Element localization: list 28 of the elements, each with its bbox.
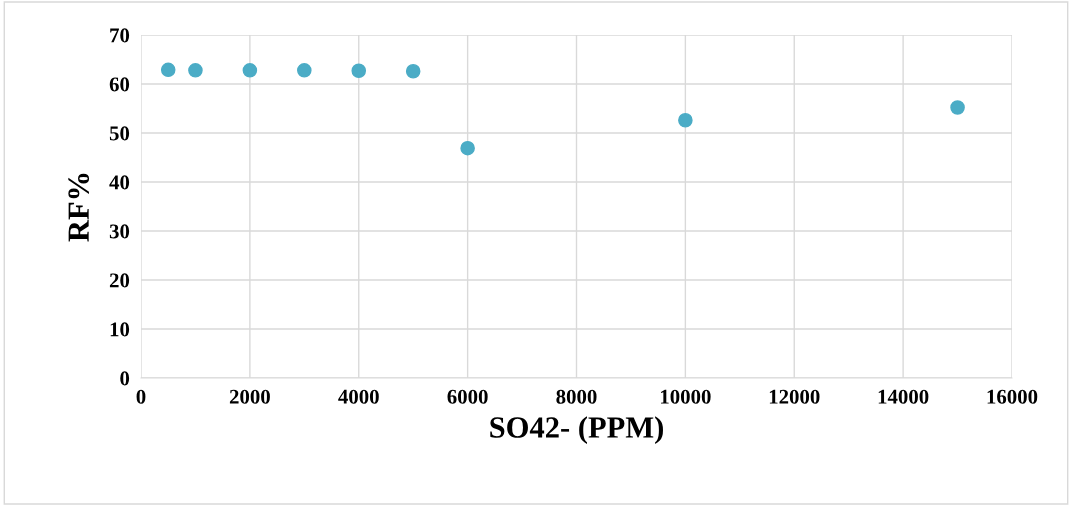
point xyxy=(460,140,475,156)
x-tick-label: 8000 xyxy=(556,389,597,404)
y-tick-label: 50 xyxy=(109,126,130,141)
x-axis-title: SO42- (PPM) xyxy=(490,416,663,445)
point xyxy=(188,62,203,78)
point xyxy=(160,62,176,78)
point xyxy=(297,62,312,78)
y-tick-label: 30 xyxy=(109,224,130,239)
x-tick-label: 16000 xyxy=(987,389,1038,404)
y-tick-label: 40 xyxy=(109,175,130,190)
y-tick-label: 60 xyxy=(109,77,130,92)
x-tick-label: 2000 xyxy=(229,389,270,404)
y-tick-label: 0 xyxy=(120,371,130,386)
point xyxy=(351,63,367,79)
y-tick-label: 20 xyxy=(109,273,130,288)
y-axis-title: RF% xyxy=(68,173,90,242)
x-tick-label: 0 xyxy=(136,389,146,404)
point xyxy=(405,63,421,79)
point xyxy=(678,112,693,128)
x-tick-label: 12000 xyxy=(769,389,820,404)
x-tick-label: 14000 xyxy=(878,389,929,404)
point xyxy=(242,62,258,78)
x-tick-label: 6000 xyxy=(447,389,488,404)
point xyxy=(950,100,965,115)
y-tick-label: 70 xyxy=(110,28,130,43)
y-tick-label: 10 xyxy=(110,322,130,337)
x-tick-label: 4000 xyxy=(338,389,379,404)
x-tick-label: 10000 xyxy=(661,389,711,404)
